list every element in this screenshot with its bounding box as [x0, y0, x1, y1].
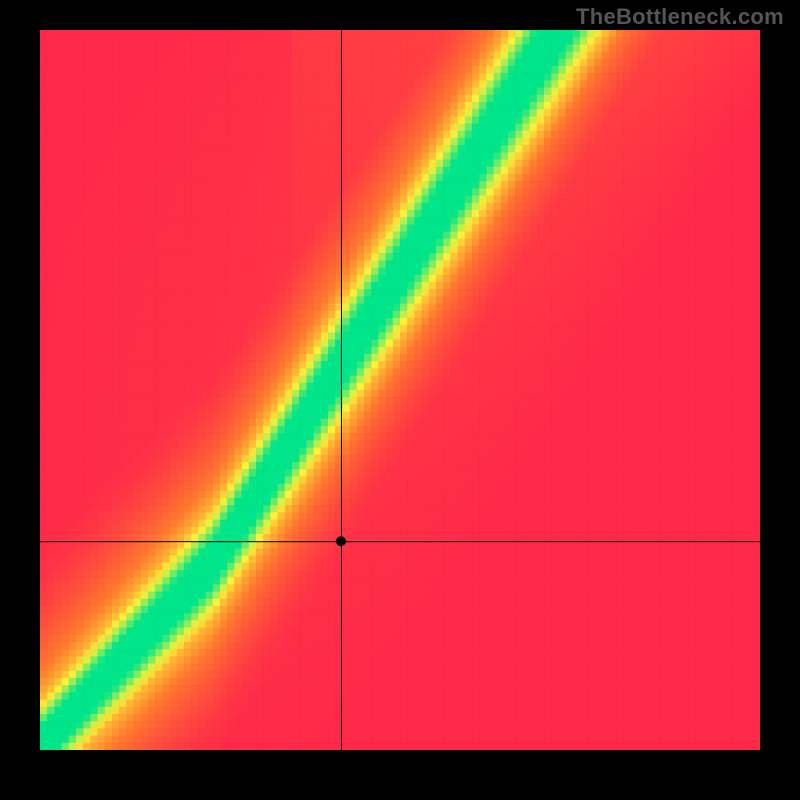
bottleneck-heatmap: [40, 30, 760, 750]
chart-frame: TheBottleneck.com: [0, 0, 800, 800]
watermark-text: TheBottleneck.com: [576, 4, 784, 30]
